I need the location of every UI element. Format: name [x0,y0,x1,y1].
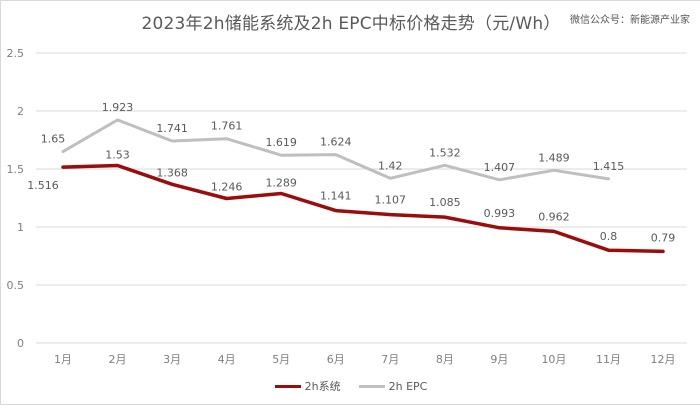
legend-swatch-system [274,384,301,388]
data-label-system: 1.289 [265,176,297,189]
x-tick-label: 6月 [327,353,345,366]
chart-title: 2023年2h储能系统及2h EPC中标价格走势（元/Wh） [141,14,561,34]
x-tick-label: 2月 [109,353,127,366]
data-label-epc: 1.619 [265,136,297,149]
x-tick-label: 8月 [436,353,454,366]
legend: 2h系统 2h EPC [1,378,700,394]
y-tick-label: 1 [17,221,24,234]
legend-label-system: 2h系统 [304,380,341,393]
series-line-system [61,163,665,254]
data-label-epc: 1.624 [320,136,352,149]
x-tick-label: 9月 [490,353,508,366]
data-label-system: 0.962 [538,210,570,223]
data-label-epc: 1.923 [102,101,134,114]
data-label-system: 0.993 [484,207,516,220]
x-tick-label: 12月 [651,353,676,366]
data-label-epc: 1.407 [484,161,516,174]
y-tick-label: 0.5 [7,279,25,292]
x-tick-label: 10月 [541,353,566,366]
data-label-epc: 1.65 [41,133,66,146]
data-label-system: 1.53 [105,149,130,162]
y-tick-label: 2.5 [7,47,25,60]
x-tick-label: 7月 [381,353,399,366]
legend-swatch-epc [358,384,385,388]
data-label-system: 1.368 [156,166,188,179]
watermark: 微信公众号：新能源产业家 [570,15,690,26]
data-label-epc: 1.761 [211,120,243,133]
x-tick-label: 5月 [272,353,290,366]
data-label-epc: 1.741 [156,122,188,135]
legend-item-system[interactable]: 2h系统 [274,378,341,394]
data-label-epc: 1.42 [378,159,403,172]
legend-label-epc: 2h EPC [388,379,428,393]
data-label-system: 0.8 [600,230,618,243]
y-tick-label: 2 [17,105,24,118]
y-tick-label: 0 [17,337,24,350]
x-tick-label: 4月 [218,353,236,366]
data-label-system: 0.79 [651,231,676,244]
x-tick-label: 1月 [54,353,72,366]
x-tick-label: 3月 [163,353,181,366]
series-line-epc [61,118,610,182]
legend-item-epc[interactable]: 2h EPC [358,378,428,394]
data-label-epc: 1.532 [429,146,461,159]
data-label-system: 1.516 [27,179,59,192]
data-label-epc: 1.415 [593,160,625,173]
x-tick-label: 11月 [596,353,621,366]
data-label-system: 1.246 [211,180,243,193]
data-label-epc: 1.489 [538,151,570,164]
data-label-system: 1.107 [375,194,407,207]
y-tick-label: 1.5 [7,163,25,176]
data-label-system: 1.141 [320,190,352,203]
data-label-system: 1.085 [429,196,461,209]
